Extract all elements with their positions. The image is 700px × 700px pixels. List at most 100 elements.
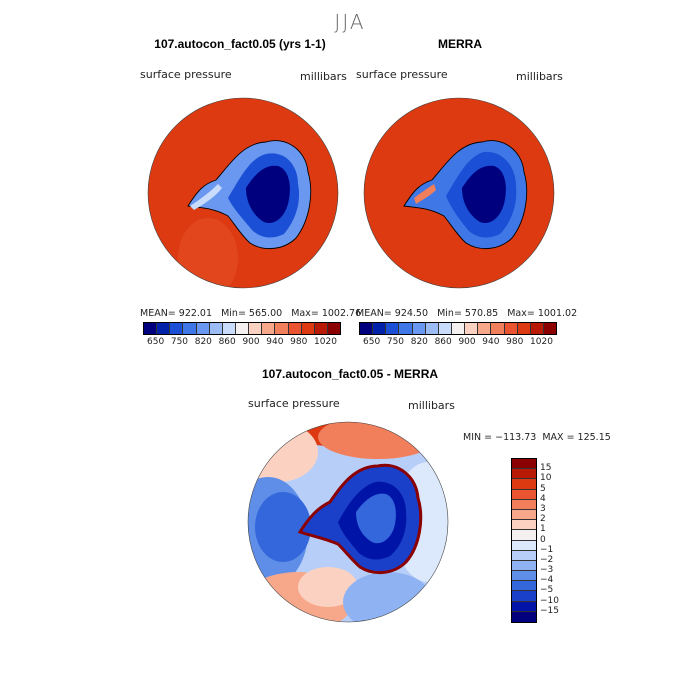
colorbar-tick-label: 2 [540,514,546,525]
colorbar-swatch [512,459,536,470]
colorbar-tick-label: 650 [147,337,165,347]
colorbar-tick-label: 820 [194,337,212,347]
colorbar-tick-label: 860 [218,337,236,347]
panel3-var-label: surface pressure [248,397,340,410]
colorbar-swatch [512,611,536,622]
colorbar-tick-label: 900 [458,337,476,347]
colorbar-swatch [530,323,544,334]
colorbar-swatch [512,550,536,561]
panel2-title: MERRA [438,37,482,51]
colorbar-tick-label: 1 [540,524,546,535]
colorbar-swatch [491,323,505,334]
colorbar-swatch [512,530,536,541]
colorbar-swatch [451,323,466,334]
panel1-var-label: surface pressure [140,68,232,81]
colorbar-swatch [512,591,536,602]
colorbar-swatch [288,323,302,334]
colorbar-swatch [512,520,536,531]
panel2-units: millibars [516,70,563,83]
colorbar-swatch [512,509,536,521]
colorbar-tick-label: 650 [363,337,381,347]
colorbar-swatch [399,323,413,334]
colorbar-swatch [183,323,197,334]
colorbar-swatch [512,469,536,480]
colorbar-swatch [512,601,536,612]
panel3-map [247,421,449,623]
colorbar-swatch [543,323,557,334]
colorbar-swatch [425,323,439,334]
colorbar-tick-label: 10 [540,473,552,484]
colorbar-tick-label: −2 [540,554,554,565]
colorbar-tick-label: 900 [242,337,260,347]
panel2-stats: MEAN= 924.50 Min= 570.85 Max= 1001.02 [356,308,578,319]
colorbar-tick-label: −15 [540,605,559,616]
colorbar-tick-label: −1 [540,544,554,555]
colorbar-tick-label: −4 [540,575,554,586]
colorbar-tick-label: 1020 [530,337,553,347]
colorbar-tick-label: −10 [540,595,559,606]
colorbar-swatch [512,560,536,572]
colorbar-tick-label: 750 [170,337,189,347]
colorbar-tick-label: 3 [540,503,546,514]
colorbar-swatch [512,540,536,551]
colorbar-swatch [465,323,479,334]
panel3-stats: MIN = −113.73 MAX = 125.15 [463,432,611,443]
panel2-colorbar-swatches [359,322,557,335]
colorbar-swatch [157,323,171,334]
panel2-colorbar: 650 750 820 860 900 940 980 1020 [359,322,557,347]
colorbar-swatch [512,489,536,500]
panel3-title: 107.autocon_fact0.05 - MERRA [261,367,439,381]
colorbar-tick-label: 820 [410,337,428,347]
panel1-title: 107.autocon_fact0.05 (yrs 1-1) [154,37,326,51]
colorbar-tick-label: 980 [506,337,524,347]
panel1-colorbar-ticks: 650 750 820 860 900 940 980 1020 [143,335,341,347]
colorbar-swatch [478,323,492,334]
panel3-colorbar-ticks: 15 10 5 4 3 2 1 0 −1 −2 −3 −4 −5 −10 −15 [540,458,580,623]
panel3-colorbar [511,458,537,623]
colorbar-swatch [512,581,536,592]
panel2-var-label: surface pressure [356,68,448,81]
panel2-colorbar-ticks: 650 750 820 860 900 940 980 1020 [359,335,557,347]
colorbar-tick-label: 15 [540,463,552,474]
colorbar-swatch [504,323,518,334]
colorbar-swatch [360,323,374,334]
colorbar-tick-label: 1020 [314,337,337,347]
colorbar-swatch [512,479,536,490]
panel1-map [147,97,339,289]
panel1-stats: MEAN= 922.01 Min= 565.00 Max= 1002.76 [140,308,362,319]
panel3-units: millibars [408,399,455,412]
colorbar-tick-label: 5 [540,483,546,494]
colorbar-tick-label: 860 [434,337,452,347]
colorbar-swatch [517,323,531,334]
colorbar-swatch [235,323,250,334]
colorbar-tick-label: 940 [266,337,284,347]
colorbar-swatch [209,323,223,334]
panel1-colorbar-swatches [143,322,341,335]
colorbar-tick-label: 750 [386,337,405,347]
panel1-units: millibars [300,70,347,83]
colorbar-swatch [512,571,536,582]
colorbar-swatch [144,323,158,334]
panel2-map [363,97,555,289]
season-title: JJA [334,10,366,34]
colorbar-swatch [412,323,426,334]
colorbar-swatch [275,323,289,334]
colorbar-swatch [373,323,387,334]
colorbar-tick-label: 940 [482,337,500,347]
colorbar-tick-label: −5 [540,585,554,596]
colorbar-swatch [170,323,184,334]
colorbar-swatch [327,323,341,334]
colorbar-swatch [314,323,328,334]
colorbar-tick-label: 980 [290,337,308,347]
colorbar-tick-label: 4 [540,493,546,504]
colorbar-swatch [438,323,452,334]
colorbar-swatch [262,323,276,334]
colorbar-tick-label: −3 [540,565,554,576]
colorbar-swatch [386,323,400,334]
colorbar-tick-label: 0 [540,534,546,545]
colorbar-swatch [301,323,315,334]
colorbar-swatch [512,499,536,510]
panel1-colorbar: 650 750 820 860 900 940 980 1020 [143,322,341,347]
colorbar-swatch [249,323,263,334]
colorbar-swatch [222,323,236,334]
